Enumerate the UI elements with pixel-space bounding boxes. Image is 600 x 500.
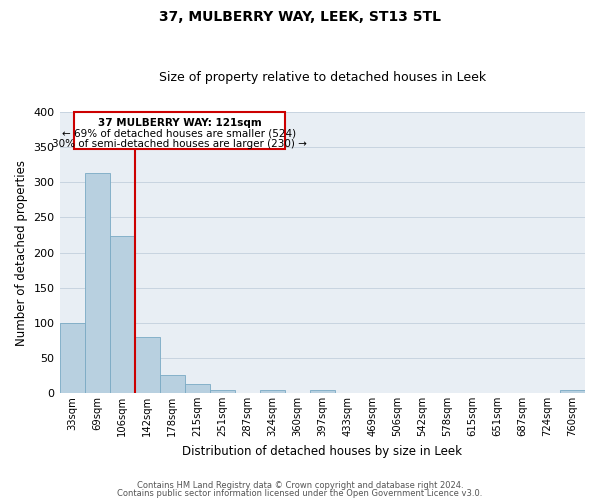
Bar bbox=[85, 173, 110, 393]
Text: ← 69% of detached houses are smaller (524): ← 69% of detached houses are smaller (52… bbox=[62, 128, 296, 138]
Text: Contains HM Land Registry data © Crown copyright and database right 2024.: Contains HM Land Registry data © Crown c… bbox=[137, 481, 463, 490]
Bar bbox=[209, 390, 235, 393]
X-axis label: Distribution of detached houses by size in Leek: Distribution of detached houses by size … bbox=[182, 444, 462, 458]
FancyBboxPatch shape bbox=[74, 112, 285, 148]
Bar bbox=[59, 324, 85, 393]
Y-axis label: Number of detached properties: Number of detached properties bbox=[15, 160, 28, 346]
Bar bbox=[110, 236, 134, 393]
Bar bbox=[134, 337, 160, 393]
Bar bbox=[310, 390, 335, 393]
Text: 37, MULBERRY WAY, LEEK, ST13 5TL: 37, MULBERRY WAY, LEEK, ST13 5TL bbox=[159, 10, 441, 24]
Bar bbox=[260, 390, 285, 393]
Bar bbox=[185, 384, 209, 393]
Title: Size of property relative to detached houses in Leek: Size of property relative to detached ho… bbox=[159, 72, 486, 85]
Text: 30% of semi-detached houses are larger (230) →: 30% of semi-detached houses are larger (… bbox=[52, 138, 307, 148]
Text: Contains public sector information licensed under the Open Government Licence v3: Contains public sector information licen… bbox=[118, 488, 482, 498]
Text: 37 MULBERRY WAY: 121sqm: 37 MULBERRY WAY: 121sqm bbox=[98, 118, 261, 128]
Bar bbox=[560, 390, 585, 393]
Bar bbox=[160, 376, 185, 393]
